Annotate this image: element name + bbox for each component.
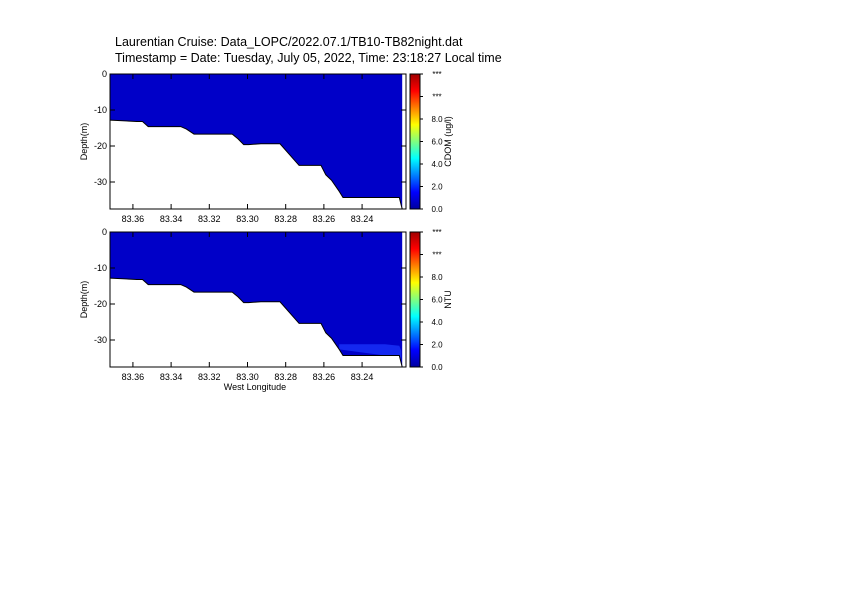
panel-1-y-tick-label: -20 (94, 141, 107, 151)
panel-1-colorbar-tick-label: 6.0 (431, 138, 443, 147)
panel-2-x-tick-label: 83.36 (122, 372, 145, 382)
panel-1-colorbar-tick-label: *** (432, 70, 441, 79)
panel-1-colorbar-tick-label: 0.0 (431, 205, 443, 214)
panel-1-data-layer-1 (110, 74, 403, 209)
panel-2-colorbar-tick-label: 8.0 (431, 273, 443, 282)
panel-1-y-tick-label: -30 (94, 177, 107, 187)
panel-1-x-tick-label: 83.34 (160, 214, 183, 224)
panel-1-colorbar-tick-label: *** (432, 93, 441, 102)
panel-1-x-tick-label: 83.28 (274, 214, 297, 224)
panel-2-y-tick-label: -10 (94, 263, 107, 273)
panel-1-bottom-profile (109, 119, 403, 210)
panel-2-y-tick-label: 0 (102, 227, 107, 237)
panel-2-y-tick-label: -30 (94, 335, 107, 345)
panel-1-colorbar (409, 73, 421, 210)
panel-2-x-tick-label: 83.34 (160, 372, 183, 382)
panel-1-colorbar-tick-label: 2.0 (431, 183, 443, 192)
chart-title-line-1: Laurentian Cruise: Data_LOPC/2022.07.1/T… (115, 35, 463, 49)
panel-1-y-axis-label: Depth(m) (79, 123, 89, 161)
panel-2-colorbar-tick-label: *** (432, 251, 441, 260)
panel-2-x-tick-label: 83.24 (351, 372, 374, 382)
panel-2-colorbar-tick-label: 4.0 (431, 318, 443, 327)
panel-2-colorbar (409, 231, 421, 368)
panel-2-x-tick-label: 83.32 (198, 372, 221, 382)
panel-1-x-tick-label: 83.36 (122, 214, 145, 224)
panel-2-colorbar-tick-label: 6.0 (431, 296, 443, 305)
panel-2-x-axis-label: West Longitude (224, 382, 286, 392)
panel-2-axes-frame (109, 231, 407, 368)
panel-2-y-axis-label: Depth(m) (79, 281, 89, 319)
panel-1-colorbar-tick-label: 4.0 (431, 160, 443, 169)
panel-1-x-tick-label: 83.26 (313, 214, 336, 224)
panel-1-colorbar-label: CDOM (ug/l) (443, 116, 453, 167)
panel-2-colorbar-label: NTU (443, 290, 453, 309)
panel-2-x-tick-label: 83.28 (274, 372, 297, 382)
panel-2-x-tick-label: 83.30 (236, 372, 259, 382)
panel-2-y-tick-label: -20 (94, 299, 107, 309)
panel-2-data-layer-1 (110, 232, 403, 367)
panel-1-colorbar-tick-label: 8.0 (431, 115, 443, 124)
panel-2-bottom-profile (109, 277, 403, 368)
panel-2-colorbar-tick-label: 2.0 (431, 341, 443, 350)
panel-2-x-tick-label: 83.26 (313, 372, 336, 382)
panel-2-colorbar-tick-label: *** (432, 228, 441, 237)
panel-1-y-tick-label: 0 (102, 69, 107, 79)
panel-1-axes-frame (109, 73, 407, 210)
panel-1-y-tick-label: -10 (94, 105, 107, 115)
panel-2-data-layer-2 (339, 344, 402, 362)
panel-1-x-tick-label: 83.32 (198, 214, 221, 224)
chart-title-line-2: Timestamp = Date: Tuesday, July 05, 2022… (115, 51, 502, 65)
panel-1-x-tick-label: 83.30 (236, 214, 259, 224)
panel-1-x-tick-label: 83.24 (351, 214, 374, 224)
panel-2-colorbar-tick-label: 0.0 (431, 363, 443, 372)
